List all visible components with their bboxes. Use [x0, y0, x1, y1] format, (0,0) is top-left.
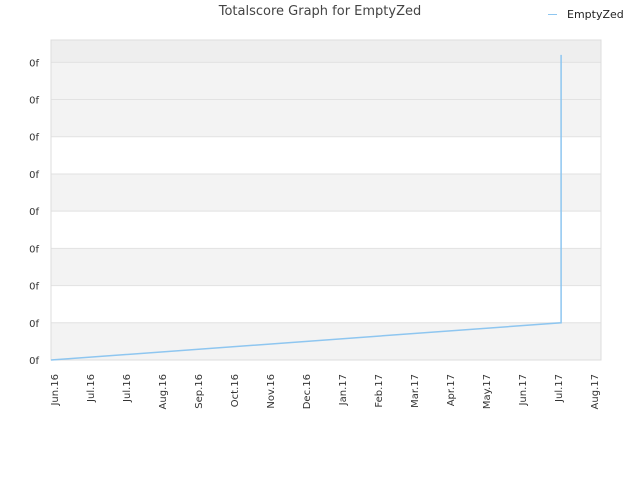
plot-band: [51, 99, 601, 137]
x-tick-label: Sep.16: [194, 374, 205, 409]
y-tick-label: 0f: [29, 170, 39, 181]
legend-label: EmptyZed: [567, 8, 624, 21]
y-tick-label: 0f: [29, 96, 39, 107]
x-tick-label: Apr.17: [446, 374, 457, 406]
x-tick-label: Jul.16: [122, 374, 133, 403]
x-tick-label: Feb.17: [374, 374, 385, 408]
x-tick-label: Mar.17: [410, 374, 421, 408]
chart-title: Totalscore Graph for EmptyZed: [218, 4, 422, 19]
plot-band: [51, 173, 601, 212]
y-tick-label: 0f: [29, 319, 39, 330]
x-tick-label: Oct.16: [230, 374, 241, 407]
x-tick-label: Dec.16: [302, 374, 313, 409]
series-line: [50, 54, 562, 361]
x-tick-label: Jun.17: [518, 374, 529, 407]
y-tick-label: 0f: [29, 58, 39, 69]
y-tick-label: 0f: [29, 207, 39, 218]
y-tick-label: 0f: [29, 244, 39, 255]
plot-band: [51, 40, 601, 63]
plot-border: [50, 39, 602, 361]
plot-band: [51, 62, 601, 100]
y-tick-label: 0f: [29, 282, 39, 293]
x-tick-label: Jan.17: [338, 374, 349, 406]
plot-band: [51, 285, 601, 323]
y-tick-label: 0f: [29, 133, 39, 144]
x-tick-label: Nov.16: [266, 374, 277, 409]
legend-line-swatch: [548, 14, 557, 15]
plot-band: [51, 248, 601, 286]
x-tick-label: Aug.16: [158, 374, 169, 409]
plot-band: [51, 211, 601, 249]
y-tick-label: 0f: [29, 356, 39, 367]
x-tick-label: Aug.17: [590, 374, 601, 409]
x-tick-label: May.17: [482, 374, 493, 409]
x-tick-label: Jul.16: [86, 374, 97, 403]
x-tick-label: Jul.17: [554, 374, 565, 403]
x-tick-label: Jun.16: [50, 374, 61, 407]
plot-band: [51, 136, 601, 174]
legend[interactable]: EmptyZed: [548, 8, 624, 21]
